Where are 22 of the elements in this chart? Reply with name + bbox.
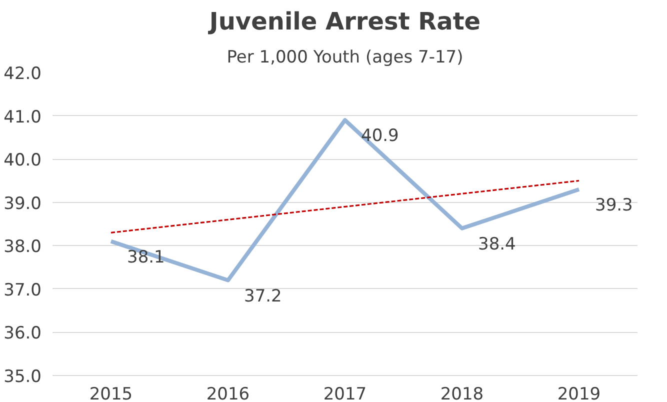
- x-tick-label: 2017: [323, 384, 367, 402]
- data-label: 40.9: [361, 126, 399, 146]
- data-label: 39.3: [595, 195, 633, 216]
- line-series: [110, 180, 580, 234]
- y-tick-label: 37.0: [4, 280, 42, 300]
- x-tick-label: 2019: [557, 384, 601, 402]
- x-tick-label: 2016: [206, 384, 250, 402]
- data-label: 38.4: [478, 234, 516, 254]
- x-tick-label: 2018: [440, 384, 484, 402]
- line-series: [109, 118, 581, 282]
- data-label: 38.1: [127, 247, 165, 268]
- y-tick-label: 35.0: [4, 367, 42, 387]
- y-tick-label: 36.0: [4, 324, 42, 344]
- y-tick-label: 39.0: [4, 194, 42, 214]
- y-tick-label: 42.0: [4, 64, 42, 84]
- chart-subtitle: Per 1,000 Youth (ages 7-17): [226, 48, 464, 68]
- chart-title: Juvenile Arrest Rate: [207, 8, 481, 36]
- x-tick-label: 2015: [89, 384, 133, 402]
- data-label: 37.2: [244, 286, 282, 306]
- y-tick-label: 40.0: [4, 150, 42, 171]
- y-tick-label: 41.0: [4, 107, 42, 128]
- y-tick-label: 38.0: [4, 237, 42, 258]
